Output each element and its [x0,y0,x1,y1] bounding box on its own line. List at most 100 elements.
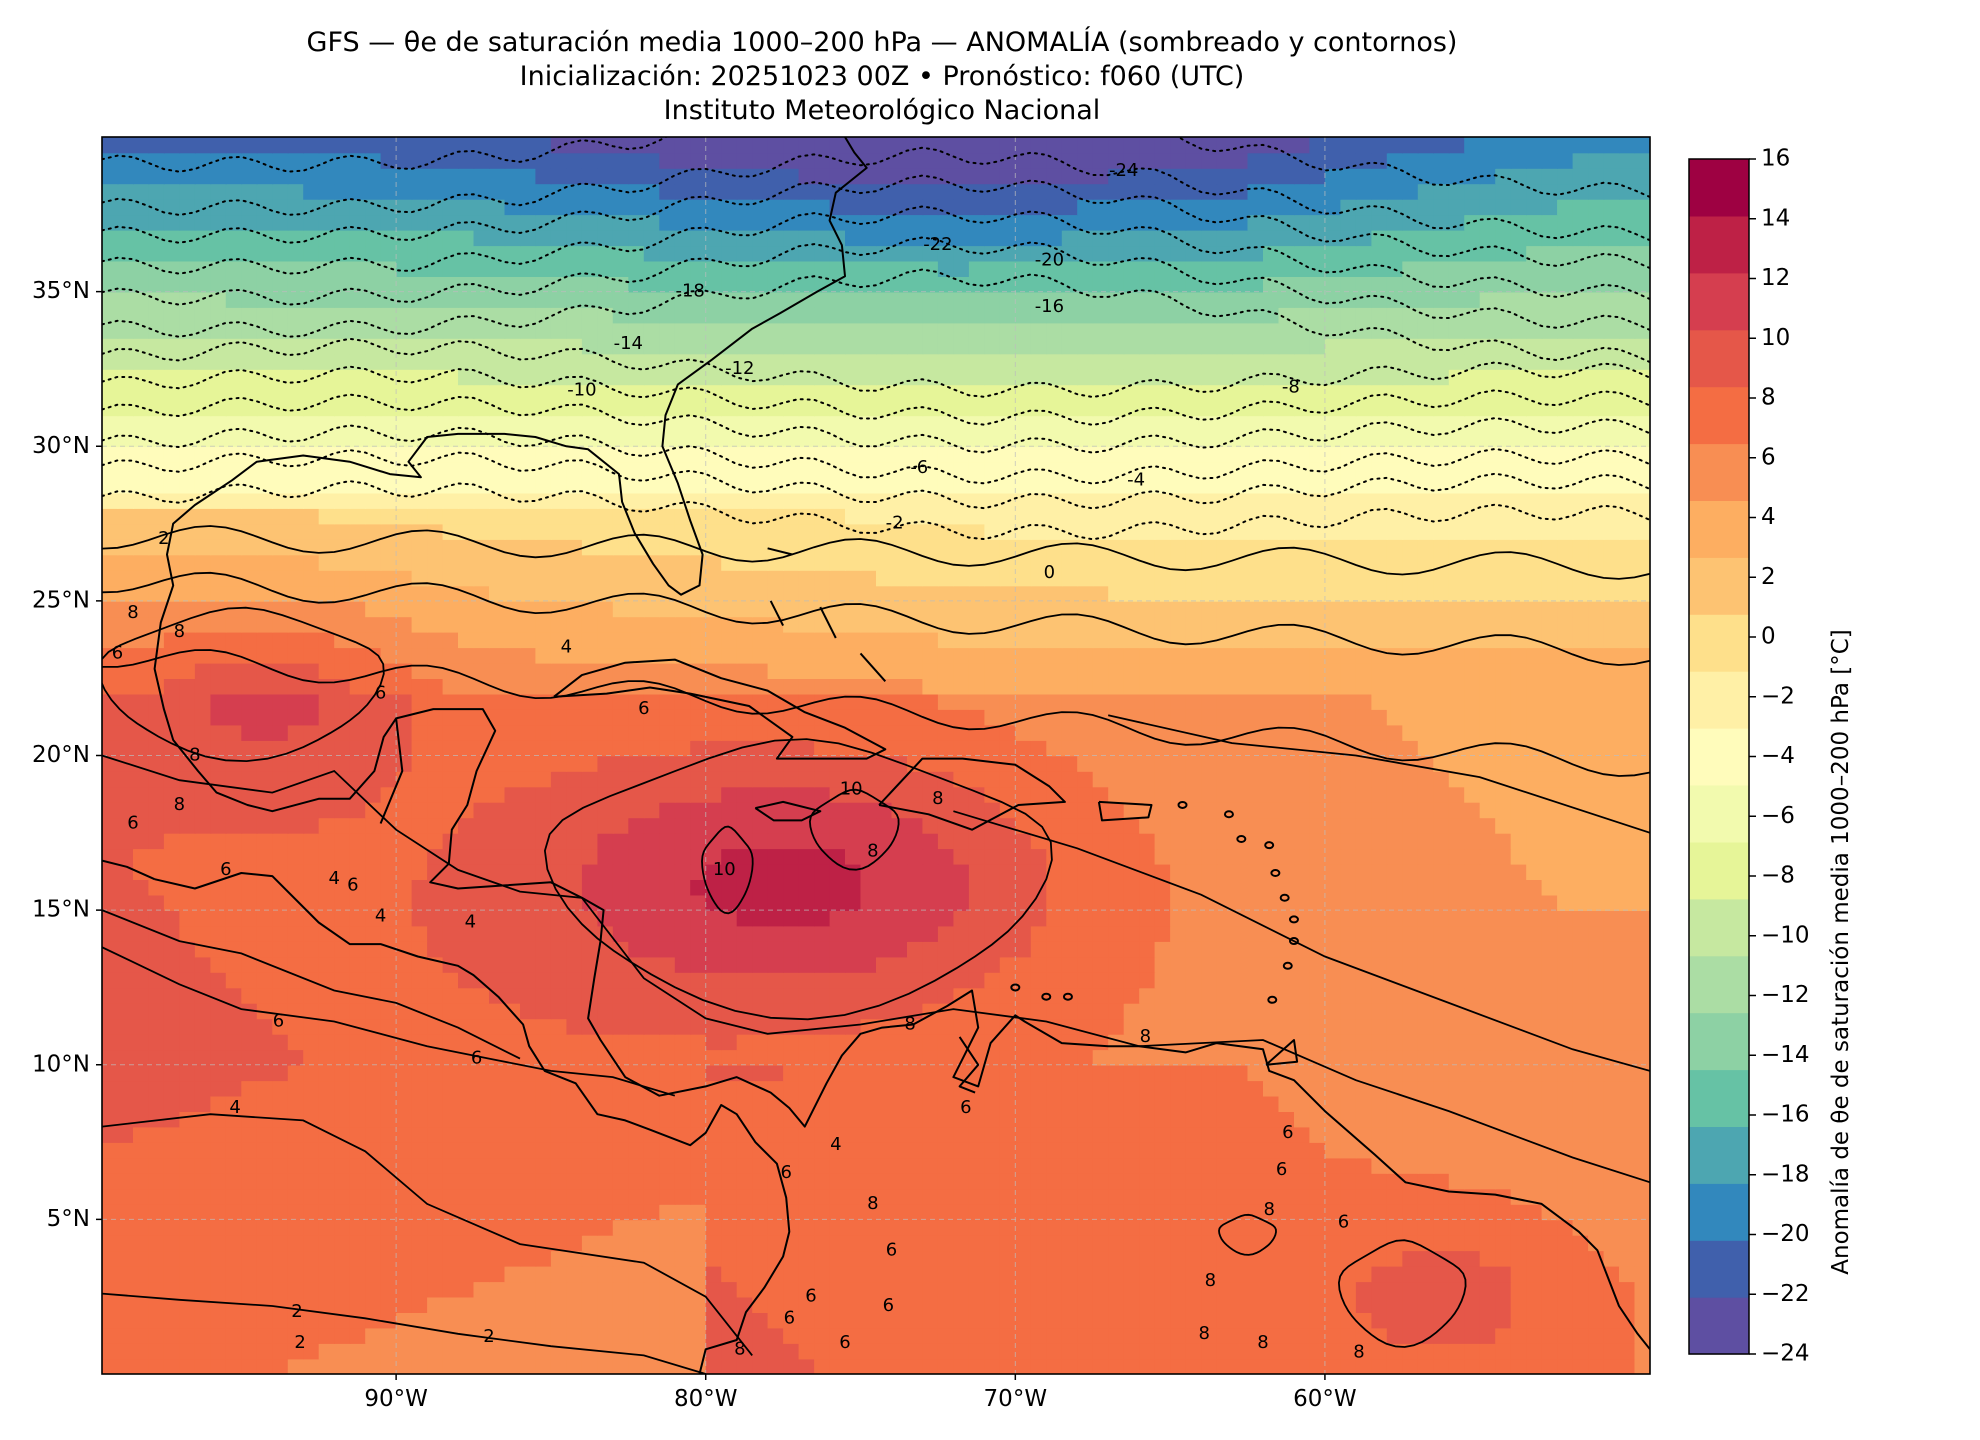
contour-label: 6 [127,813,138,834]
contour-label: 8 [1263,1199,1274,1220]
colorbar-swatch [1689,728,1749,786]
colorbar-tick-label: 10 [1761,325,1790,351]
contour-label: 6 [883,1295,894,1316]
colorbar-swatch [1689,1012,1749,1071]
lat-tick-label: 10°N [32,1051,90,1077]
contour-label: 6 [784,1307,795,1328]
colorbar-tick-label: −6 [1761,803,1795,829]
contour-label: 2 [483,1326,494,1347]
contour-label: 8 [867,1193,878,1214]
contour-label: -6 [910,457,928,478]
contour-label: 4 [375,905,386,926]
contour-label: -4 [1127,469,1145,490]
colorbar-swatch [1689,785,1749,843]
contour-label: 10 [840,779,863,800]
colorbar-swatch [1689,955,1749,1014]
colorbar-tick-label: 8 [1761,385,1776,411]
contour-label: 6 [471,1048,482,1069]
colorbar-tick-label: −10 [1761,922,1810,948]
contour-label: 6 [839,1332,850,1353]
colorbar-label: Anomalía de θe de saturación media 1000–… [1828,629,1854,1274]
lat-tick-label: 15°N [32,897,90,923]
lat-tick-label: 35°N [32,278,90,304]
map-subtitle-init: Inicialización: 20251023 00Z • Pronóstic… [519,61,1245,92]
map-panel: -24-22-20-18-16-14-12-10 -8-6-4-202466886… [102,137,1650,1374]
contour-label: -22 [923,234,952,255]
colorbar-swatch [1689,1240,1749,1298]
contour-label: 4 [328,868,339,889]
contour-label: 8 [1353,1341,1364,1362]
contour-label: 8 [1205,1270,1216,1291]
contour-label: 8 [1140,1026,1151,1047]
coastlines [102,137,1650,1374]
colorbar-tick-label: −16 [1761,1102,1810,1128]
contour-label: 6 [1276,1159,1287,1180]
contour-label: 0 [1044,562,1055,583]
colorbar-tick-label: 14 [1761,205,1790,231]
colorbar-swatch [1689,1126,1749,1184]
contour-label: 6 [1338,1212,1349,1233]
lat-tick-label: 20°N [32,742,90,768]
contour-label: -16 [1035,296,1064,317]
contour-label: 6 [347,874,358,895]
colorbar: 16 14 12 10 8 6 4 2 0 −2 −4 −6 −8 −10 −12 −14 −16 −18 −20 −… [1688,146,1810,1367]
contour-label: 6 [112,642,123,663]
colorbar-swatch [1689,500,1749,558]
lat-tick-label: 5°N [47,1206,90,1232]
contour-label: -12 [725,358,754,379]
contour-label: 8 [867,840,878,861]
anomaly-contours [102,137,1650,1374]
contour-label: -20 [1035,250,1064,271]
colorbar-tick-label: 4 [1761,504,1776,530]
contour-label: 6 [1282,1122,1293,1143]
contour-label: 10 [713,859,736,880]
colorbar-tick-label: −20 [1761,1221,1810,1247]
colorbar-tick-label: −12 [1761,982,1810,1008]
contour-label: 6 [886,1239,897,1260]
anomaly-shading [102,137,1650,1374]
lat-tick-label: 25°N [32,587,90,613]
map-axis-ticks: 35°N 30°N 25°N 20°N 15°N 10°N 5°N 90°W 80°W 70°W 6… [32,278,1357,1412]
contour-label: 4 [830,1134,841,1155]
colorbar-tick-label: −18 [1761,1161,1810,1187]
colorbar-tick-label: 12 [1761,265,1790,291]
contour-label: -10 [567,380,596,401]
contour-label: -24 [1109,160,1138,181]
contour-label: 8 [734,1338,745,1359]
colorbar-swatch [1689,329,1749,388]
contour-label: -18 [675,281,704,302]
contour-label: 6 [960,1097,971,1118]
colorbar-swatch [1689,841,1749,900]
colorbar-swatch [1689,159,1749,217]
contour-label: 6 [805,1286,816,1307]
colorbar-swatch [1689,671,1749,729]
contour-label: 4 [465,912,476,933]
colorbar-tick-label: −8 [1761,863,1795,889]
map-subtitle-institution: Instituto Meteorológico Nacional [663,95,1101,126]
colorbar-tick-label: 6 [1761,444,1776,470]
colorbar-swatch [1689,272,1749,331]
contour-label: -14 [614,333,643,354]
colorbar-tick-label: −14 [1761,1042,1810,1068]
colorbar-tick-label: −22 [1761,1281,1810,1307]
contour-label: 8 [1257,1332,1268,1353]
contour-label: 8 [189,745,200,766]
contour-label: -8 [1282,377,1300,398]
colorbar-swatch [1689,614,1749,672]
contour-label: 6 [375,683,386,704]
colorbar-tick-label: −24 [1761,1341,1810,1367]
colorbar-swatch [1689,1183,1749,1241]
contour-label: 8 [904,1014,915,1035]
contour-label: 4 [561,636,572,657]
contour-label: 2 [158,528,169,549]
map-gridlines [102,137,1650,1374]
contour-label: -2 [886,513,904,534]
lat-tick-label: 30°N [32,433,90,459]
contour-label: 8 [932,788,943,809]
colorbar-tick-label: 16 [1761,146,1790,172]
contour-label: 6 [638,698,649,719]
lon-tick-label: 90°W [364,1386,428,1412]
colorbar-swatch [1689,443,1749,501]
colorbar-tick-label: 0 [1761,624,1776,650]
